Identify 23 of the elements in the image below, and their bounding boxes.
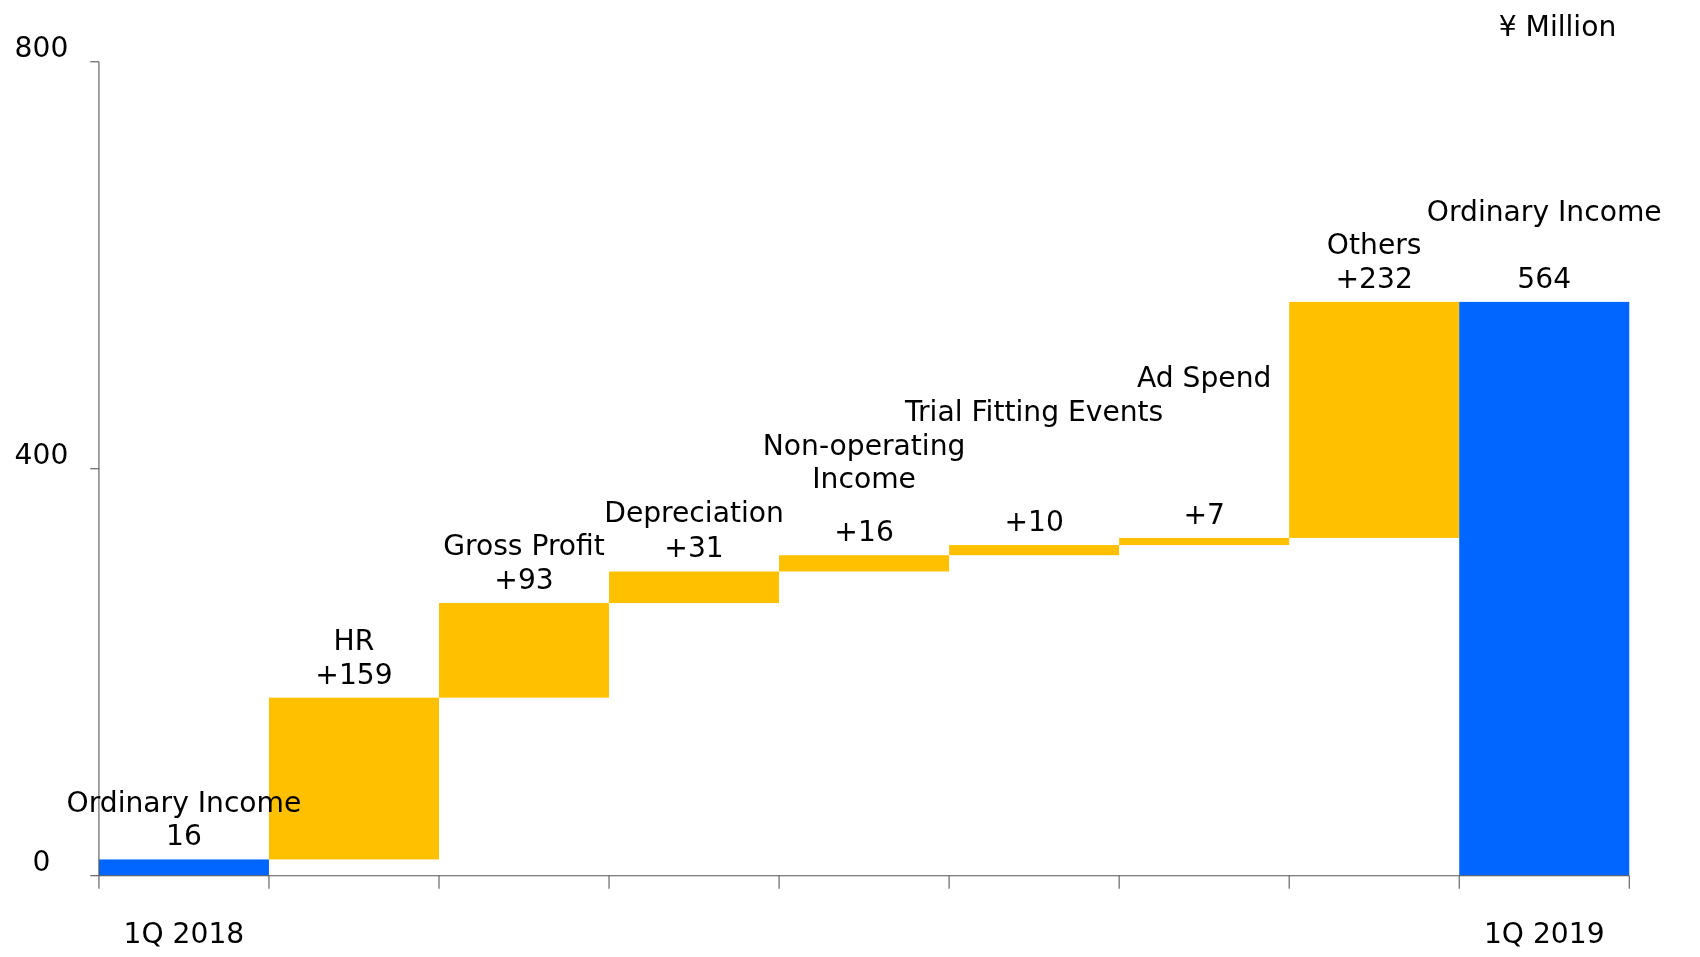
data-label: 16 bbox=[166, 819, 202, 853]
annotation: Ordinary Income bbox=[1426, 194, 1662, 228]
x-tick-label: 1Q 2019 bbox=[1483, 916, 1605, 950]
data-label: +7 bbox=[1183, 497, 1225, 531]
annotation: HR bbox=[333, 623, 375, 657]
y-tick-label: 400 bbox=[14, 438, 69, 472]
data-label: +159 bbox=[315, 657, 393, 691]
annotation: Trial Fitting Events bbox=[903, 394, 1164, 428]
y-tick-label: 800 bbox=[14, 31, 69, 65]
data-label: 564 bbox=[1517, 261, 1572, 295]
data-label: +232 bbox=[1335, 261, 1413, 295]
y-tick-label: 0 bbox=[32, 845, 51, 879]
data-label: +10 bbox=[1004, 504, 1064, 538]
annotation: Ad Spend bbox=[1136, 361, 1272, 395]
annotation: Depreciation bbox=[604, 495, 784, 529]
data-label: +93 bbox=[494, 562, 554, 596]
annotation: Others bbox=[1326, 228, 1422, 262]
y-axis-title: ¥ Million bbox=[1498, 9, 1617, 43]
annotation: Non-operating Income bbox=[762, 428, 966, 496]
x-tick-label: 1Q 2018 bbox=[123, 916, 245, 950]
data-label: +31 bbox=[664, 531, 724, 565]
data-label: +16 bbox=[834, 515, 894, 549]
annotation: Gross Profit bbox=[443, 529, 605, 563]
